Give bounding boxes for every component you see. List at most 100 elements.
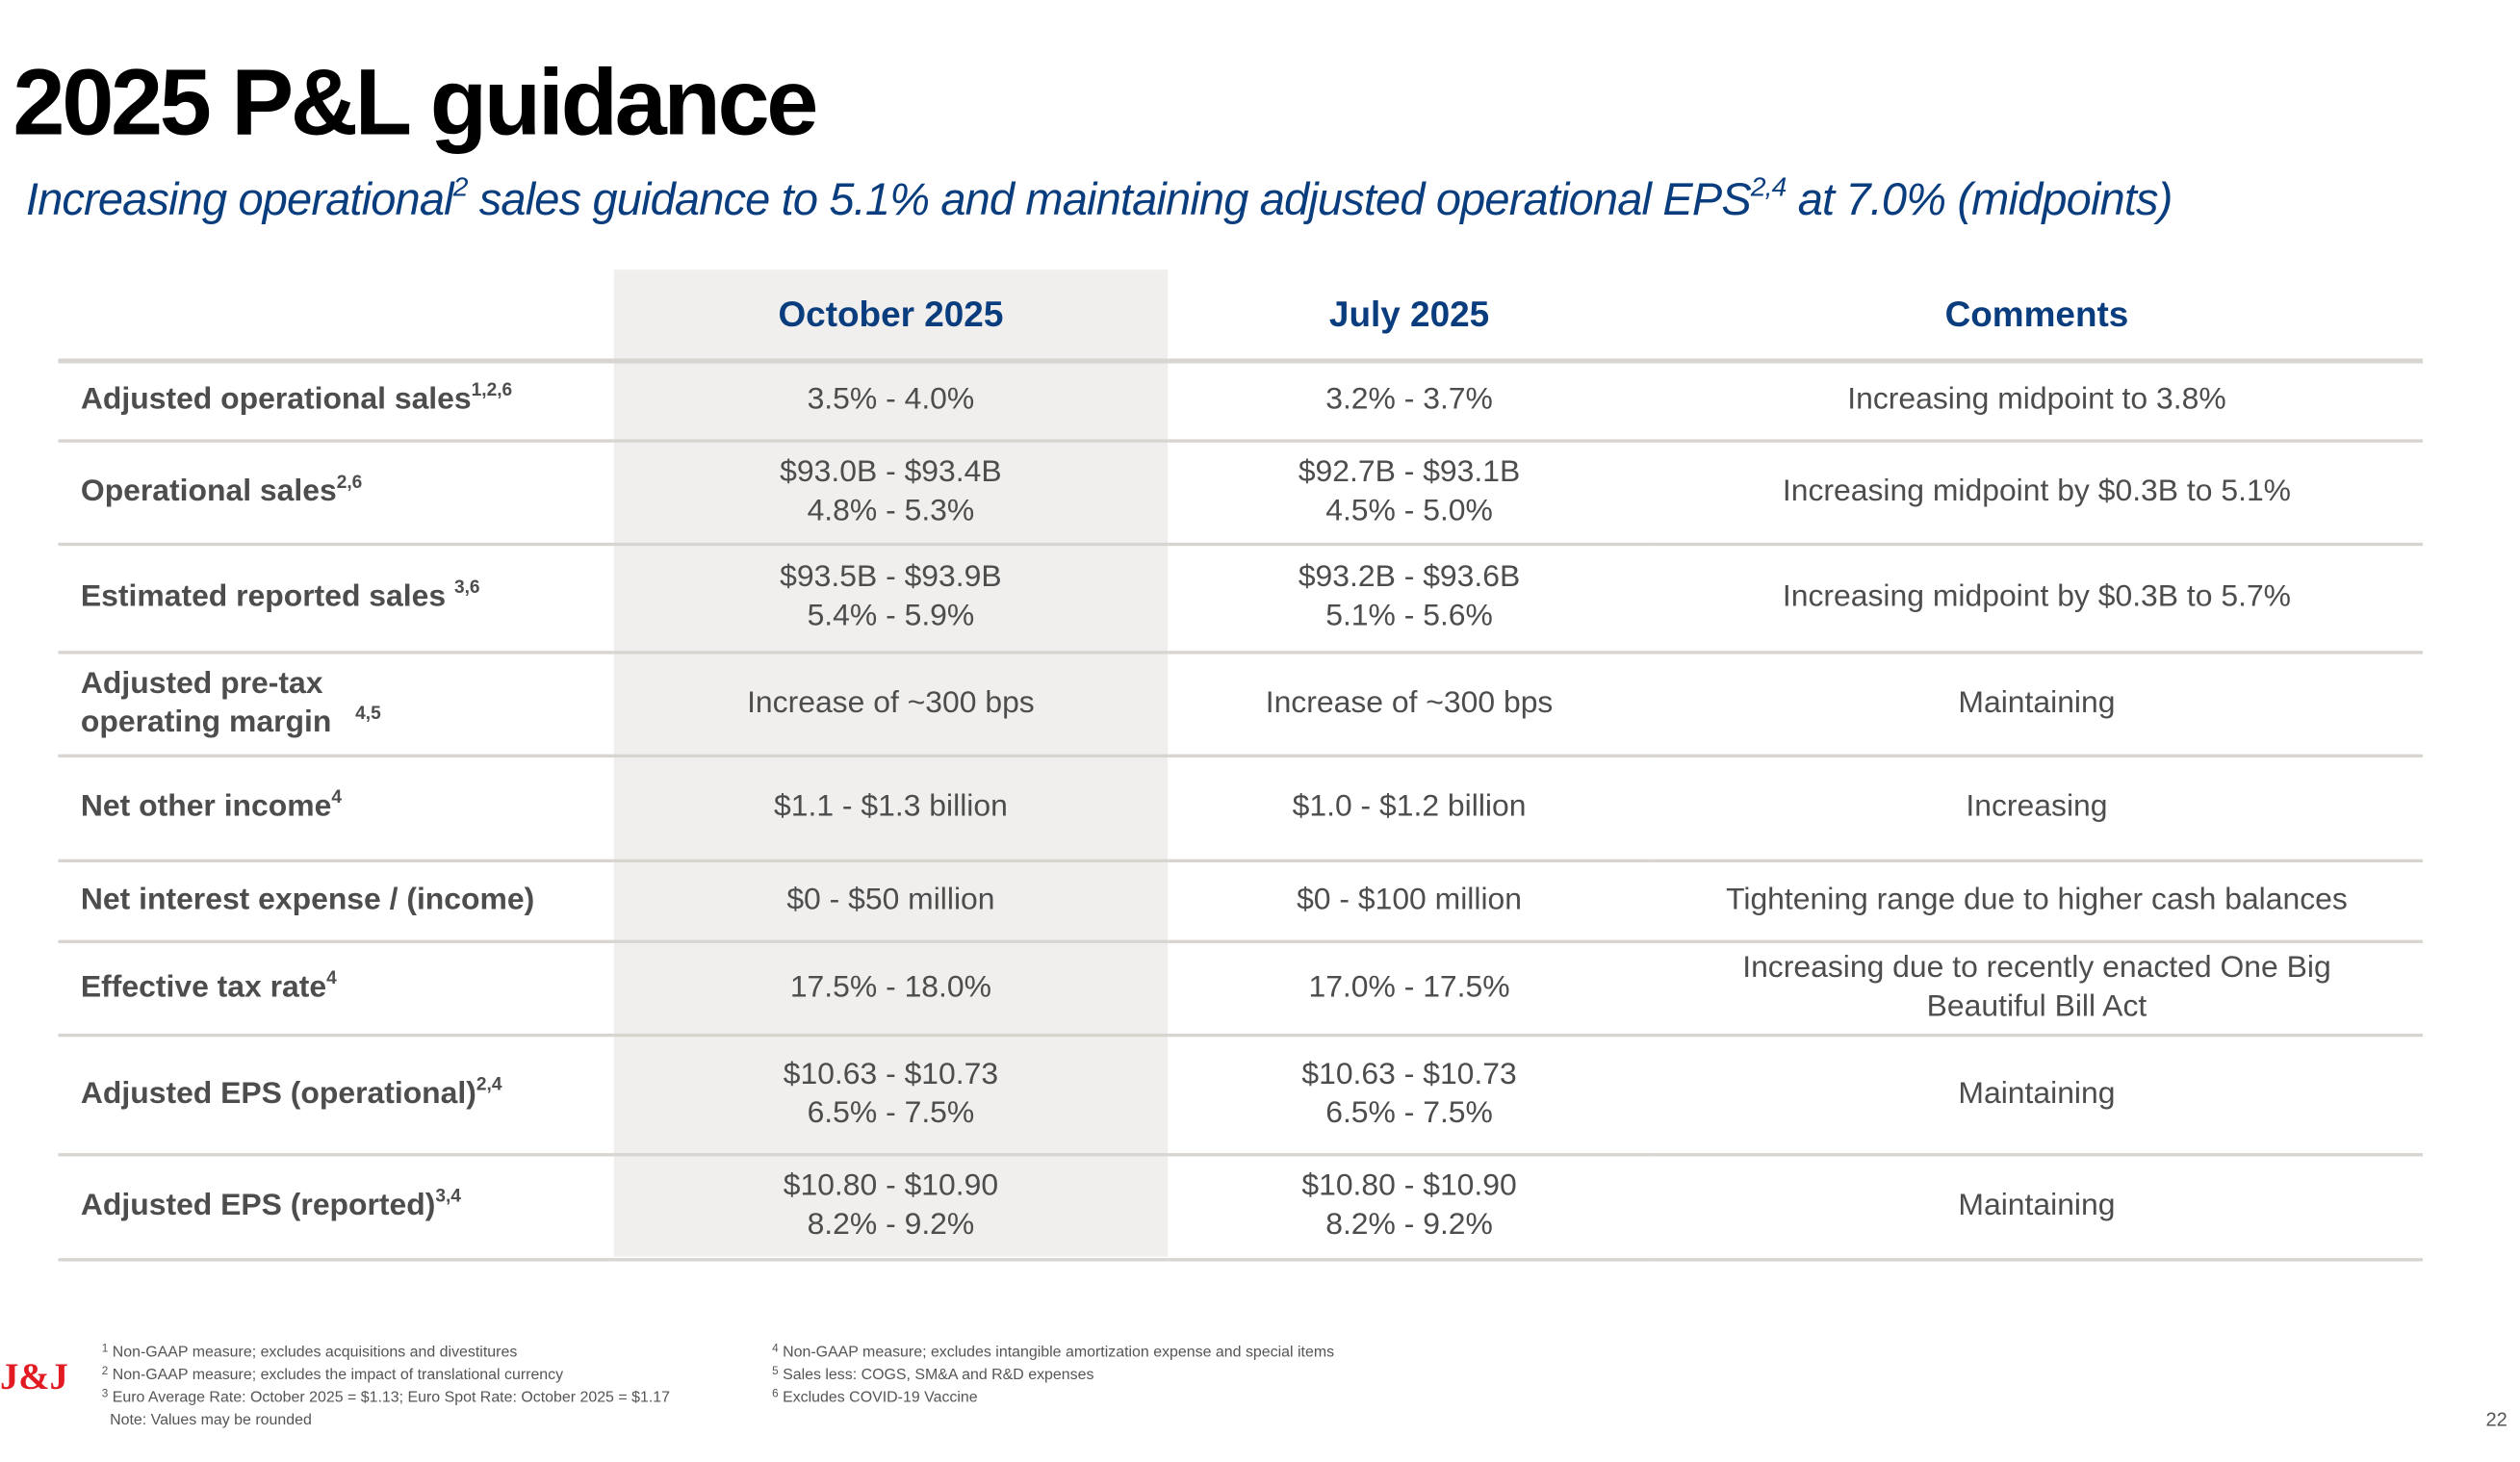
row-label: Net other income4 [58,755,613,859]
cell-line: 8.2% - 9.2% [1325,1208,1493,1243]
row-label: Operational sales2,6 [58,440,613,543]
cell-line: $93.5B - $93.9B [780,560,1002,595]
table-row: Estimated reported sales 3,6 $93.5B - $93… [58,544,2424,653]
row-label-text: Adjusted operational sales [80,383,472,418]
row-label: Adjusted pre-tax operating margin 4,5 [58,652,613,755]
table-row: Effective tax rate4 17.5% - 18.0% 17.0% - … [58,940,2424,1035]
comment: Tightening range due to higher cash bala… [1651,860,2423,941]
cell-line: 3.5% - 4.0% [807,383,975,418]
table-row: Adjusted pre-tax operating margin 4,5 Incr… [58,652,2424,756]
footnote: 3 Euro Average Rate: October 2025 = $1.1… [102,1387,670,1409]
footnote-number: 1 [101,1344,109,1355]
footnote: 5 Sales less: COGS, SM&A and R&D expense… [772,1365,1334,1387]
table-header-row: October 2025 July 2025 Comments [58,269,2424,362]
october-value: 17.5% - 18.0% [614,940,1169,1034]
footnote: 1 Non-GAAP measure; excludes acquisition… [102,1342,670,1364]
row-label-text: Net interest expense / (income) [80,883,535,917]
guidance-table: October 2025 July 2025 Comments Adjusted… [58,269,2424,1260]
july-value: $1.0 - $1.2 billion [1168,755,1651,859]
cell-line: Tightening range due to higher cash bala… [1726,883,2348,917]
footnote-text: Sales less: COGS, SM&A and R&D expenses [783,1366,1094,1385]
row-label: Adjusted EPS (reported)3,4 [58,1154,613,1259]
jnj-logo: J&J [0,1356,68,1398]
comment: Maintaining [1651,1035,2423,1154]
cell-line: Increase of ~300 bps [1265,685,1554,720]
comment: Increasing midpoint by $0.3B to 5.7% [1651,544,2423,652]
row-label-text: Adjusted EPS (operational) [80,1076,476,1111]
row-label-text: Adjusted EPS (reported) [80,1189,436,1223]
row-label-text: Effective tax rate [80,969,327,1004]
cell-line: $10.63 - $10.73 [1301,1057,1517,1091]
row-label: Estimated reported sales 3,6 [58,544,613,652]
footnote-ref: 2,4 [476,1074,502,1094]
table-row: Adjusted EPS (reported)3,4 $10.80 - $10.9… [58,1154,2424,1260]
july-value: $10.80 - $10.90 8.2% - 9.2% [1168,1154,1651,1259]
october-value: $10.80 - $10.90 8.2% - 9.2% [614,1154,1169,1259]
october-value: $93.0B - $93.4B 4.8% - 5.3% [614,440,1169,543]
footnotes-left: 1 Non-GAAP measure; excludes acquisition… [102,1342,670,1432]
comment: Maintaining [1651,1154,2423,1259]
footnote-text: Non-GAAP measure; excludes acquisitions … [112,1344,518,1362]
cell-line: $0 - $50 million [786,883,995,917]
cell-line: 6.5% - 7.5% [807,1095,975,1130]
page-number: 22 [2485,1408,2507,1431]
subtitle-text: at 7.0% (midpoints) [1786,174,2173,225]
footnote: Note: Values may be rounded [102,1410,670,1432]
footnote-ref: 3,6 [453,577,480,598]
footnote-number: 2 [101,1366,109,1378]
cell-line: $0 - $100 million [1297,883,1523,917]
cell-line: Beautiful Bill Act [1926,988,2147,1024]
row-label-text: Estimated reported sales [80,579,454,614]
october-value: 3.5% - 4.0% [614,361,1169,440]
cell-line: $10.63 - $10.73 [783,1057,999,1091]
row-label: Adjusted EPS (operational)2,4 [58,1035,613,1154]
july-value: 3.2% - 3.7% [1168,361,1651,440]
row-label-text: Net other income [80,789,332,824]
july-value: 17.0% - 17.5% [1168,940,1651,1034]
footnote-number: 5 [772,1366,779,1378]
july-value: $93.2B - $93.6B 5.1% - 5.6% [1168,544,1651,652]
table-row: Operational sales2,6 $93.0B - $93.4B 4.8% … [58,440,2424,544]
footnote: 4 Non-GAAP measure; excludes intangible … [772,1342,1334,1364]
footnote-text: Non-GAAP measure; excludes intangible am… [783,1344,1335,1362]
comment: Maintaining [1651,652,2423,755]
footnote-ref: 4,5 [355,703,381,723]
table-row: Adjusted EPS (operational)2,4 $10.63 - $1… [58,1035,2424,1154]
footnote-number: 6 [772,1389,779,1400]
footnote-text: Note: Values may be rounded [110,1411,312,1430]
row-label-text: Operational sales [80,474,337,508]
row-label: Net interest expense / (income) [58,860,613,941]
table-row: Net interest expense / (income) $0 - $50 … [58,860,2424,941]
table-row: Net other income4 $1.1 - $1.3 billion $1.0… [58,755,2424,860]
subtitle-text: Increasing operational [25,174,454,225]
comment: Increasing midpoint by $0.3B to 5.1% [1651,440,2423,543]
cell-line: 17.5% - 18.0% [789,969,991,1004]
footnote-ref: 3,4 [435,1187,461,1207]
page-title: 2025 P&L guidance [13,50,818,156]
footnote-ref: 2,4 [1750,171,1787,203]
cell-line: 4.8% - 5.3% [807,493,975,527]
cell-line: Increasing due to recently enacted One B… [1742,950,2331,985]
footnote-number: 4 [772,1344,779,1355]
cell-line: $93.2B - $93.6B [1298,560,1521,595]
footnote-ref: 4 [331,787,342,808]
subtitle-text: sales guidance to 5.1% and maintaining a… [467,174,1752,225]
cell-line: $10.80 - $10.90 [1301,1168,1517,1204]
cell-line: $10.80 - $10.90 [783,1168,999,1204]
header-label [58,269,613,361]
july-value: Increase of ~300 bps [1168,652,1651,755]
footnote: 6 Excludes COVID-19 Vaccine [772,1387,1334,1409]
october-value: $10.63 - $10.73 6.5% - 7.5% [614,1035,1169,1154]
cell-line: 6.5% - 7.5% [1325,1095,1493,1130]
footnote-ref: 4 [326,968,337,988]
cell-line: 4.5% - 5.0% [1325,493,1493,527]
cell-line: 8.2% - 9.2% [807,1208,975,1243]
cell-line: $1.0 - $1.2 billion [1292,789,1527,824]
cell-line: Maintaining [1958,685,2116,720]
july-value: $10.63 - $10.73 6.5% - 7.5% [1168,1035,1651,1154]
cell-line: Maintaining [1958,1189,2116,1223]
cell-line: Increasing [1966,789,2108,824]
row-label: Effective tax rate4 [58,940,613,1034]
cell-line: 5.1% - 5.6% [1325,599,1493,633]
header-july-2025: July 2025 [1328,293,1490,334]
